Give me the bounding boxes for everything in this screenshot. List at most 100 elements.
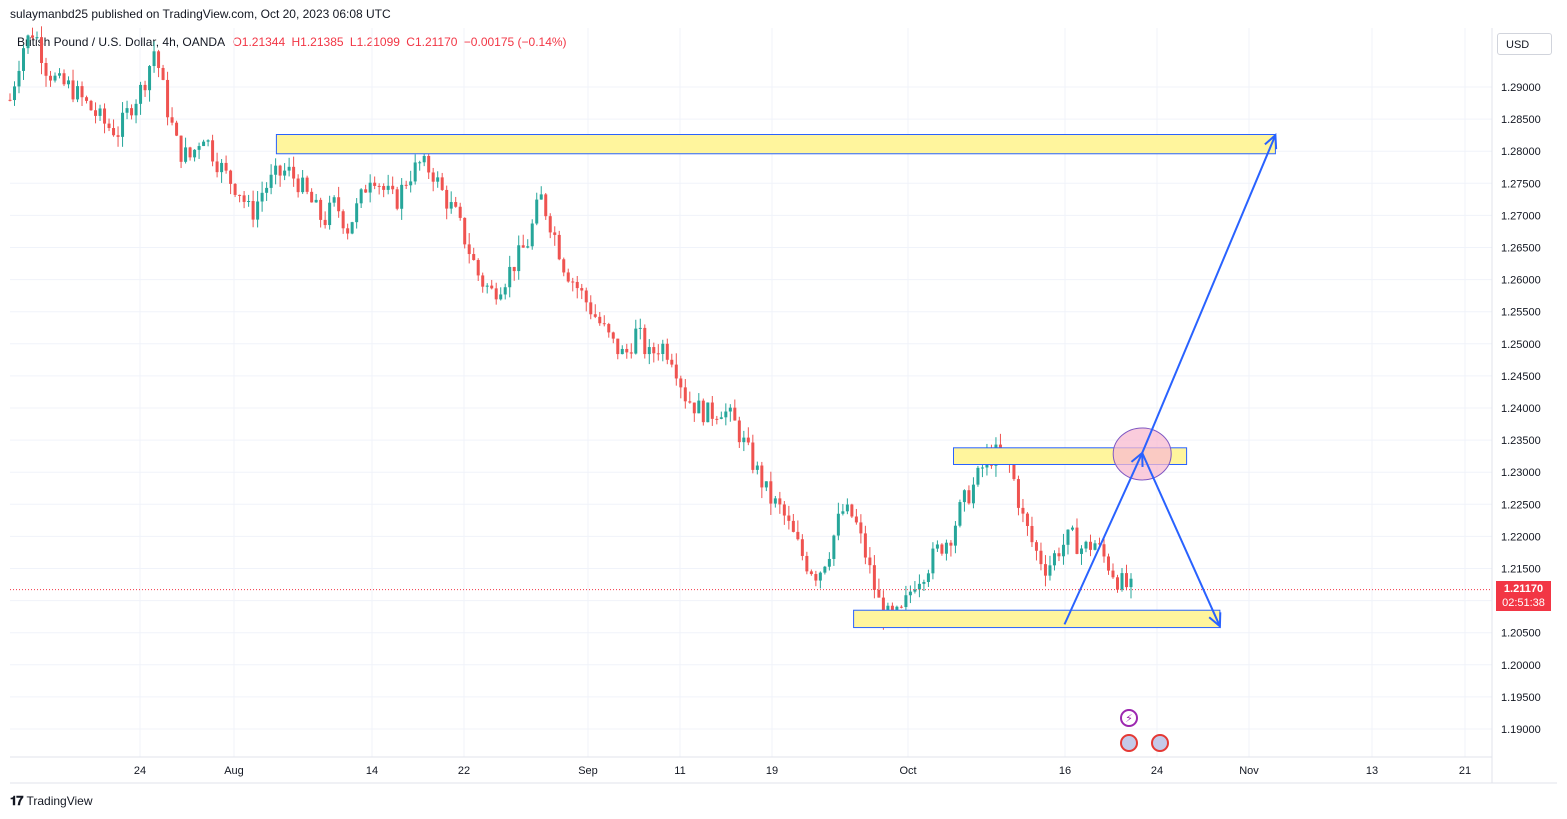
candle-body bbox=[562, 259, 566, 273]
candle-body bbox=[1048, 565, 1052, 576]
projection-arrow[interactable] bbox=[1141, 134, 1277, 454]
price-tick-label: 1.27500 bbox=[1501, 178, 1541, 190]
candle-body bbox=[422, 155, 426, 163]
candle-body bbox=[877, 589, 881, 598]
candle-body bbox=[44, 62, 48, 76]
candle-body bbox=[881, 597, 885, 619]
candle-body bbox=[121, 112, 125, 137]
candle-body bbox=[319, 199, 323, 220]
candle-body bbox=[917, 583, 921, 590]
candle-body bbox=[1129, 578, 1133, 588]
lightning-event-icon[interactable]: ⚡ bbox=[1120, 709, 1138, 727]
candle-body bbox=[553, 232, 557, 235]
candle-body bbox=[179, 135, 183, 162]
candle-body bbox=[580, 288, 584, 291]
projection-arrows[interactable] bbox=[1063, 133, 1278, 629]
candle-body bbox=[710, 402, 714, 419]
candle-body bbox=[152, 51, 156, 67]
arrow-head bbox=[1208, 612, 1222, 629]
candle-body bbox=[472, 254, 476, 261]
candle-body bbox=[130, 108, 134, 116]
candle-body bbox=[746, 437, 750, 443]
candle-body bbox=[427, 155, 431, 173]
candle-body bbox=[751, 442, 755, 470]
candle-body bbox=[418, 162, 422, 164]
projection-arrow[interactable] bbox=[1063, 452, 1144, 625]
candle-body bbox=[598, 316, 602, 324]
candle-body bbox=[764, 481, 768, 488]
candle-body bbox=[256, 201, 260, 220]
time-tick-label: 14 bbox=[366, 765, 378, 777]
candle-body bbox=[521, 245, 525, 248]
candle-body bbox=[445, 189, 449, 209]
projection-arrow[interactable] bbox=[1141, 452, 1221, 627]
price-tick-label: 1.26000 bbox=[1501, 275, 1541, 287]
candle-body bbox=[305, 177, 309, 192]
candle-body bbox=[913, 589, 917, 592]
candle-body bbox=[931, 548, 935, 574]
candle-body bbox=[206, 140, 210, 142]
time-axis[interactable]: 24 Aug 14 22 Sep 11 19 Oct 16 24 Nov 13 21 bbox=[134, 765, 1471, 777]
candle-body bbox=[341, 211, 345, 229]
candle-body bbox=[1084, 541, 1088, 549]
candle-body bbox=[908, 591, 912, 596]
time-tick-label: Sep bbox=[578, 765, 598, 777]
candle-body bbox=[683, 387, 687, 402]
candle-body bbox=[193, 149, 197, 158]
candle-body bbox=[1025, 513, 1029, 526]
candle-body bbox=[247, 201, 251, 203]
candle-body bbox=[301, 177, 305, 193]
price-tick-label: 1.28500 bbox=[1501, 114, 1541, 126]
time-tick-label: 16 bbox=[1059, 765, 1071, 777]
zones[interactable] bbox=[275, 134, 1276, 629]
candle-body bbox=[859, 522, 863, 534]
uk-flag-event-icon[interactable] bbox=[1151, 734, 1169, 752]
candle-body bbox=[346, 228, 350, 234]
candle-body bbox=[454, 202, 458, 207]
candle-body bbox=[854, 516, 858, 523]
candle-body bbox=[157, 51, 161, 68]
candle-body bbox=[283, 170, 287, 176]
candle-body bbox=[679, 378, 683, 388]
price-tick-label: 1.21500 bbox=[1501, 564, 1541, 576]
uk-flag-event-icon[interactable] bbox=[1120, 734, 1138, 752]
price-tick-label: 1.20500 bbox=[1501, 628, 1541, 640]
candle-body bbox=[557, 234, 561, 260]
candle-body bbox=[1106, 556, 1110, 571]
candle-body bbox=[1088, 541, 1092, 550]
candle-body bbox=[904, 595, 908, 608]
candle-body bbox=[1124, 573, 1128, 588]
candle-body bbox=[836, 513, 840, 536]
candle-body bbox=[625, 348, 629, 353]
price-tick-label: 1.20000 bbox=[1501, 660, 1541, 672]
footer-brand[interactable]: TradingView bbox=[26, 794, 93, 808]
candle-body bbox=[17, 70, 21, 87]
currency-button[interactable]: USD bbox=[1497, 33, 1552, 55]
candle-body bbox=[616, 338, 620, 355]
candle-body bbox=[647, 347, 651, 355]
candle-body bbox=[202, 141, 206, 147]
candle-body bbox=[274, 165, 278, 175]
legend-close: C1.21170 bbox=[406, 35, 458, 49]
candle-body bbox=[85, 97, 89, 101]
zone-rectangle[interactable] bbox=[853, 609, 1221, 629]
price-tick-label: 1.23000 bbox=[1501, 467, 1541, 479]
candle-body bbox=[436, 177, 440, 182]
candle-body bbox=[719, 417, 723, 419]
candle-body bbox=[13, 86, 17, 101]
zone-rectangle[interactable] bbox=[275, 134, 1276, 155]
candle-body bbox=[872, 565, 876, 590]
price-axis[interactable]: 1.29000 1.28500 1.28000 1.27500 1.27000 1.265… bbox=[1501, 82, 1541, 736]
candle-body bbox=[566, 272, 570, 282]
candle-body bbox=[661, 343, 665, 354]
candle-body bbox=[62, 73, 66, 85]
candle-body bbox=[1075, 527, 1079, 554]
candle-body bbox=[265, 187, 269, 193]
candle-body bbox=[944, 542, 948, 554]
publisher-line: sulaymanbd25 published on TradingView.co… bbox=[10, 7, 391, 21]
symbol-name[interactable]: British Pound / U.S. Dollar, 4h, OANDA bbox=[17, 35, 226, 49]
time-tick-label: Nov bbox=[1239, 765, 1259, 777]
price-tick-label: 1.27000 bbox=[1501, 210, 1541, 222]
tradingview-logo-icon[interactable]: 𝟏𝟕 bbox=[10, 793, 24, 808]
